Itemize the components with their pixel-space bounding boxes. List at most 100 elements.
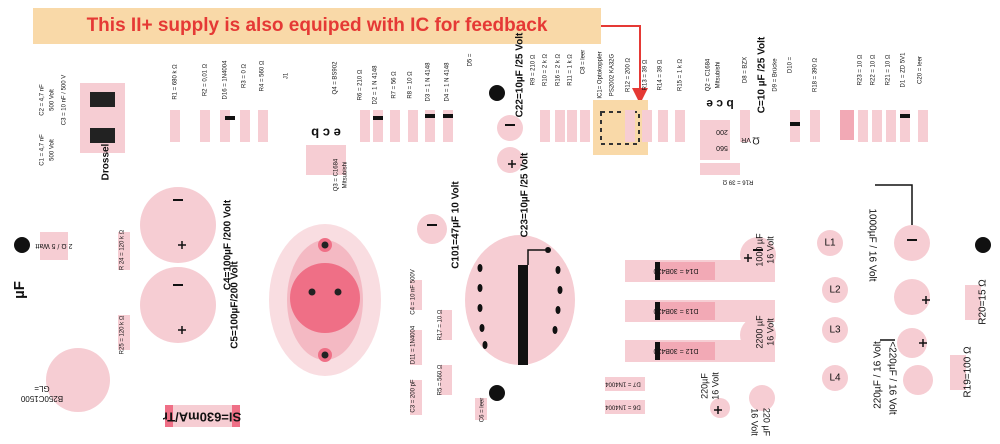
pad [700,120,730,160]
component-label: 500 Volt [50,89,56,111]
capacitor [897,328,927,358]
hole [334,288,342,296]
pad [118,315,130,350]
component-label: R12 = 200 Ω [626,57,632,92]
component-label: 16 Volt [765,236,775,264]
component-label: R 24 = 120 k Ω [120,229,126,270]
transformer-core [290,263,360,333]
component-label: 2 Ω / 5 Watt [36,242,73,249]
resistor [872,110,882,142]
component-label: C=10 µF /25 Volt [757,36,768,113]
component-label: 1000µF / 16 Volt [866,208,877,281]
component-label: D12 = 30B420 [653,347,698,354]
component-label: D4 = 1 N 4148 [445,62,451,102]
capacitor [822,317,848,343]
hole [555,266,561,274]
resistor [390,110,400,142]
component-label: R15 = 1 k Ω [678,58,684,91]
component-label: L4 [829,373,841,384]
capacitor [46,348,110,412]
diode-band [655,342,660,360]
component-label: C3 = 200 pF [411,379,417,413]
component-label: D14 = 30B420 [653,267,698,274]
component-label: 560 [716,144,728,151]
component-label: C5=100µF/200 Volt [230,261,241,349]
resistor [240,110,250,142]
component-label: D11 = 1N4004 [411,325,417,364]
component-label: C3 = 10 nF / 500 V [62,75,68,126]
resistor [443,110,453,142]
component-label: C23=10µF /25 Volt [520,152,531,237]
component-label: e c b [311,126,341,141]
hole [552,326,558,334]
component-label: R18 = 390 Ω [813,57,819,92]
heatsink-bar [518,265,528,365]
capacitor [903,365,933,395]
component-label: J1 [284,72,290,79]
resistor [555,110,565,142]
wire [527,249,545,265]
hole [482,341,488,349]
diode [605,377,645,391]
resistor [170,110,180,142]
component-label: R3 = 0 Ω [242,63,248,88]
pad [410,330,422,365]
pad [306,145,346,175]
component-label: C6 = leer [480,398,486,423]
component-label: Ω [752,134,760,145]
component-label: D13 = 30B420 [653,307,698,314]
arrow-head [632,88,648,104]
capacitor [417,214,447,244]
resistor [360,110,370,142]
component-label: L3 [829,325,841,336]
diode-body [655,302,715,320]
band [225,116,235,120]
component-label: R25 = 120 k Ω [120,315,126,354]
component-label: VR [741,136,751,143]
component-label: B250C1500 [20,394,63,403]
resistor [625,110,635,142]
component-label: R5 = 560 Ω [438,364,444,395]
capacitor [497,147,523,173]
component-label: R1 = 680 k Ω [173,64,179,100]
component-label: R22 = 10 Ω [871,54,877,85]
resistor [810,110,820,142]
hole [477,284,483,292]
component-label: 2200 µF [754,315,764,349]
component-label: 1000 µF [754,233,764,267]
component-label: C22=10µF /25 Volt [515,32,526,117]
component-label: C20 = leer [918,56,924,84]
component-label: R21 = 10 Ω [886,54,892,85]
component-label: R4 = 560 Ω [260,60,266,91]
mount-hole [489,85,505,101]
resistor [567,110,577,142]
band [900,114,910,118]
resistor [258,110,268,142]
component-label: D2 = 1 N 4148 [373,65,379,105]
component-label: C8 = leer [581,50,587,75]
capacitor [822,277,848,303]
band [443,114,453,118]
component-label: D3 = 1 N 4148 [426,62,432,102]
component-label: Mitsubishi [716,62,722,89]
pad [965,285,981,320]
band [790,122,800,126]
component-label: IC1= Optokoppler [598,51,604,98]
band [373,116,383,120]
resistor [425,110,435,142]
resistor [373,110,383,142]
component-label: Q2 = C1684 [706,58,712,91]
pad [440,365,452,395]
component-label: C2 = 4,7 nF [40,84,46,116]
component-label: 220µF [699,373,709,399]
component-label: R8 = 10 Ω [408,71,414,99]
resistor [658,110,668,142]
hole [545,247,551,253]
resistor [580,110,590,142]
resistor [220,110,230,142]
component-label: 220 µF [762,408,772,437]
component-label: 16 Volt [765,318,775,346]
component-label: C4=100µF /200 Volt [223,199,234,290]
capacitor [894,225,930,261]
resistor [740,110,750,142]
